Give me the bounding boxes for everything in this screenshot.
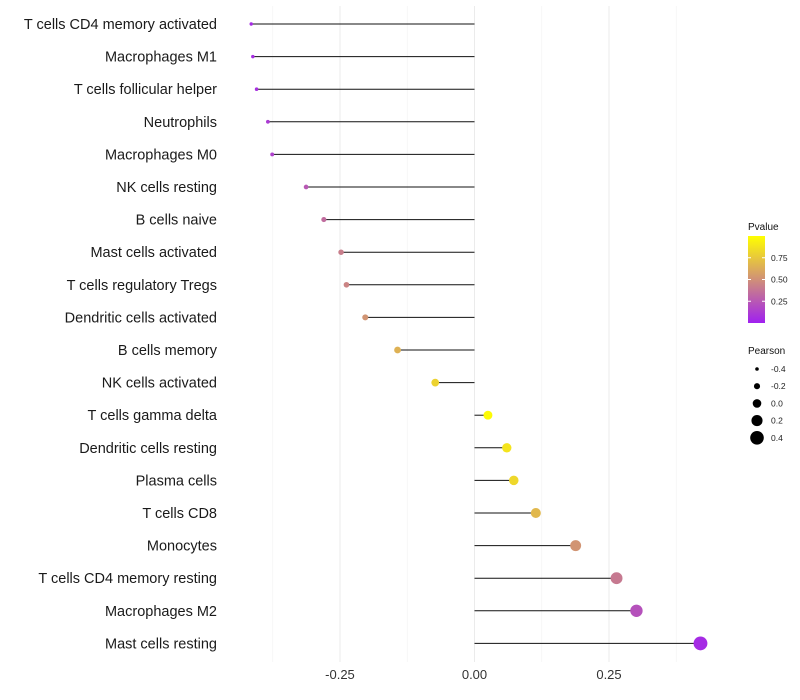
pvalue-legend-label: 0.25 [771,296,788,306]
category-label: Dendritic cells activated [65,310,217,326]
category-label: Macrophages M0 [105,147,217,163]
point [693,636,708,651]
stems [251,23,701,644]
category-label: Dendritic cells resting [79,441,217,457]
pearson-legend-label: 0.4 [771,433,783,443]
pearson-legend-label: -0.4 [771,364,786,374]
point [251,54,255,59]
point [509,475,519,486]
category-label: T cells follicular helper [74,82,217,98]
points [249,22,708,651]
category-labels: T cells CD4 memory activated Macrophages … [24,17,218,652]
point [630,604,643,617]
category-label: Mast cells activated [90,245,217,261]
pearson-legend-key [755,367,759,371]
pearson-legend-label: 0.2 [771,416,783,426]
category-label: T cells CD8 [142,506,217,522]
pearson-legend-label: -0.2 [771,381,786,391]
category-label: Monocytes [147,539,217,555]
category-label: B cells naive [136,213,217,229]
pearson-legend-key [753,383,761,390]
pearson-legend-key [751,415,763,427]
pearson-legend-label: 0.0 [771,398,783,408]
pearson-legend-title: Pearson [748,346,785,357]
point [343,281,350,288]
category-label: T cells gamma delta [88,408,218,424]
category-label: T cells regulatory Tregs [67,278,217,294]
category-label: NK cells resting [116,180,217,196]
point [394,346,401,354]
pvalue-legend-label: 0.75 [771,253,788,263]
gridlines [272,6,677,662]
point [270,152,275,157]
category-label: T cells CD4 memory resting [38,571,217,587]
point [265,119,270,124]
point [610,572,623,585]
category-label: B cells memory [118,343,218,359]
category-label: Neutrophils [144,115,217,131]
point [254,87,259,91]
pearson-legend-key [752,399,762,408]
point [431,378,440,387]
x-tick-label: 0.00 [462,667,487,682]
category-label: Mast cells resting [105,636,217,652]
point [570,540,582,552]
x-tick-label: 0.25 [596,667,621,682]
point [338,249,344,255]
pvalue-legend-title: Pvalue [748,222,779,233]
x-axis-ticks: -0.25 0.00 0.25 [325,667,621,682]
pvalue-colorbar [748,236,765,323]
point [502,443,512,453]
pearson-legend: Pearson -0.4 -0.2 0.0 0.2 0.4 [748,346,786,445]
point [303,184,309,190]
category-label: Plasma cells [136,473,217,489]
category-label: Macrophages M1 [105,50,217,66]
category-label: NK cells activated [102,376,217,392]
point [362,314,369,321]
x-tick-label: -0.25 [325,667,355,682]
point [530,507,541,519]
pearson-legend-key [750,431,764,445]
pvalue-legend-label: 0.50 [771,275,788,285]
point [249,22,253,26]
category-label: T cells CD4 memory activated [24,17,217,33]
category-label: Macrophages M2 [105,604,217,620]
point [483,410,493,420]
point [321,217,327,223]
pvalue-legend: Pvalue 0.25 0.50 0.75 [748,222,788,323]
